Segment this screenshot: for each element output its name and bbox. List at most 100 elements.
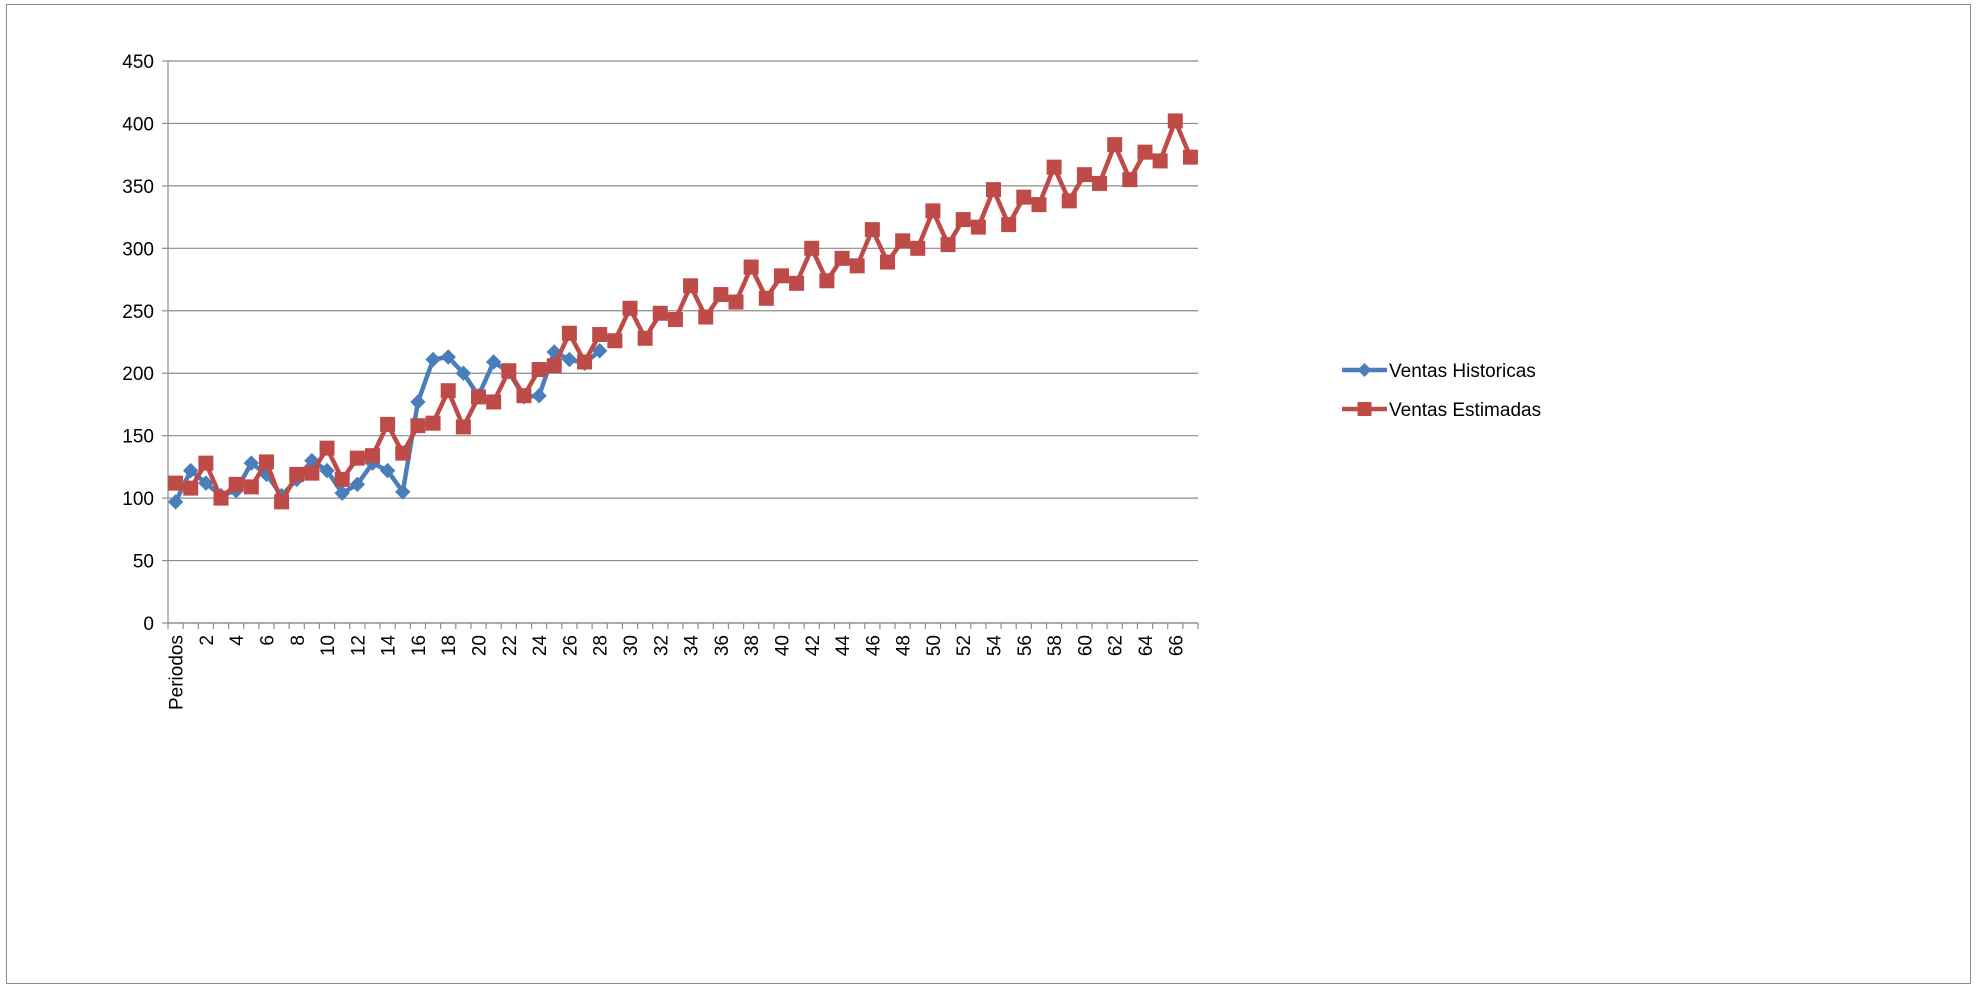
legend: Ventas Historicas Ventas Estimadas [1342,361,1541,421]
x-tick-label: 38 [742,635,763,656]
data-point-square [895,233,911,249]
y-tick-label: 100 [122,489,154,510]
x-tick-label: 54 [985,635,1006,657]
data-point-square [819,273,835,289]
data-point-square [577,354,593,370]
data-point-diamond [243,455,260,471]
x-tick-label: 6 [257,635,278,646]
data-point-square [698,309,714,325]
x-tick-label: 44 [833,635,854,657]
data-point-square [607,333,623,349]
data-point-square [652,305,668,321]
y-tick-label: 50 [133,552,154,573]
y-tick-label: 300 [122,239,154,260]
data-point-square [183,480,199,496]
data-point-square [834,250,850,266]
legend-marker-diamond [1357,363,1372,377]
x-tick-label: 56 [1015,635,1036,656]
data-point-square [395,445,411,461]
data-point-square [910,240,926,256]
data-point-square [1061,193,1077,209]
data-point-square [546,358,562,374]
data-point-square [364,448,380,464]
data-point-square [455,419,471,435]
data-point-square [1122,172,1138,188]
x-tick-label: 48 [894,635,915,656]
data-point-square [879,254,895,270]
data-point-square [758,290,774,306]
data-point-square [940,237,956,253]
data-point-square [970,219,986,235]
data-point-square [1076,167,1092,183]
data-point-square [243,479,259,495]
data-point-square [728,294,744,310]
x-tick-label: 14 [379,635,400,657]
data-point-square [1167,113,1183,129]
x-tick-label: 58 [1045,635,1066,656]
x-tick-label: 66 [1166,635,1187,656]
data-point-square [789,275,805,291]
x-tick-label: 10 [318,635,339,656]
data-point-square [1182,149,1198,165]
data-point-diamond [379,462,396,479]
legend-label: Ventas Estimadas [1389,400,1541,421]
x-tick-label: 28 [591,635,612,656]
data-point-diamond [455,365,472,381]
plot-area [167,113,1198,510]
data-point-square [258,454,274,470]
data-point-square [683,278,699,294]
y-tick-label: 0 [143,614,154,635]
x-tick-label: 16 [409,635,430,656]
chart-frame: 0 50 100 150 200 250 300 350 400 450 Periodos 2 4 6 8 1… [6,4,1971,984]
data-point-square [501,363,517,379]
data-point-square [516,388,532,404]
x-tick-label: 30 [621,635,642,656]
y-tick-label: 400 [122,114,154,135]
x-tick-label: 62 [1106,635,1127,656]
data-point-square [743,259,759,275]
data-point-square [1046,159,1062,175]
x-tick-label: 4 [227,635,248,646]
data-point-square [319,440,335,456]
x-tick-label: 24 [530,635,551,657]
data-point-square [334,471,350,487]
gridlines [168,60,1198,624]
data-point-diamond [319,462,335,479]
data-point-diamond [334,485,350,501]
x-tick-label: 22 [500,635,521,656]
data-point-square [986,182,1002,198]
x-tick-label: 32 [651,635,672,656]
data-point-diamond [440,349,456,365]
data-point-square [925,203,941,219]
data-point-square [622,300,638,316]
x-tick-label: 36 [712,635,733,656]
x-tick-label: 60 [1075,635,1096,656]
data-point-diamond [485,354,502,370]
data-point-diamond [425,351,441,368]
data-point-diamond [561,351,578,368]
legend-label: Ventas Historicas [1389,361,1536,382]
x-tick-label: 26 [560,635,581,656]
data-point-square [804,240,820,256]
data-point-square [592,327,608,343]
data-point-square [228,476,244,492]
data-point-square [667,312,683,328]
x-tick-label: 34 [682,635,703,657]
data-point-diamond [591,343,608,359]
data-point-square [1107,137,1123,153]
y-tick-label: 350 [122,177,154,198]
legend-marker-square [1357,402,1372,416]
data-point-diamond [349,476,366,493]
data-point-square [561,325,577,341]
data-point-square [425,415,441,431]
data-point-diamond [167,494,184,510]
data-point-square [955,212,971,228]
data-point-square [380,416,396,432]
data-point-square [1031,197,1047,213]
data-point-diamond [198,475,214,491]
x-tick-label: 52 [954,635,975,656]
data-point-square [349,450,365,466]
data-point-square [410,418,426,434]
data-point-square [713,287,729,303]
